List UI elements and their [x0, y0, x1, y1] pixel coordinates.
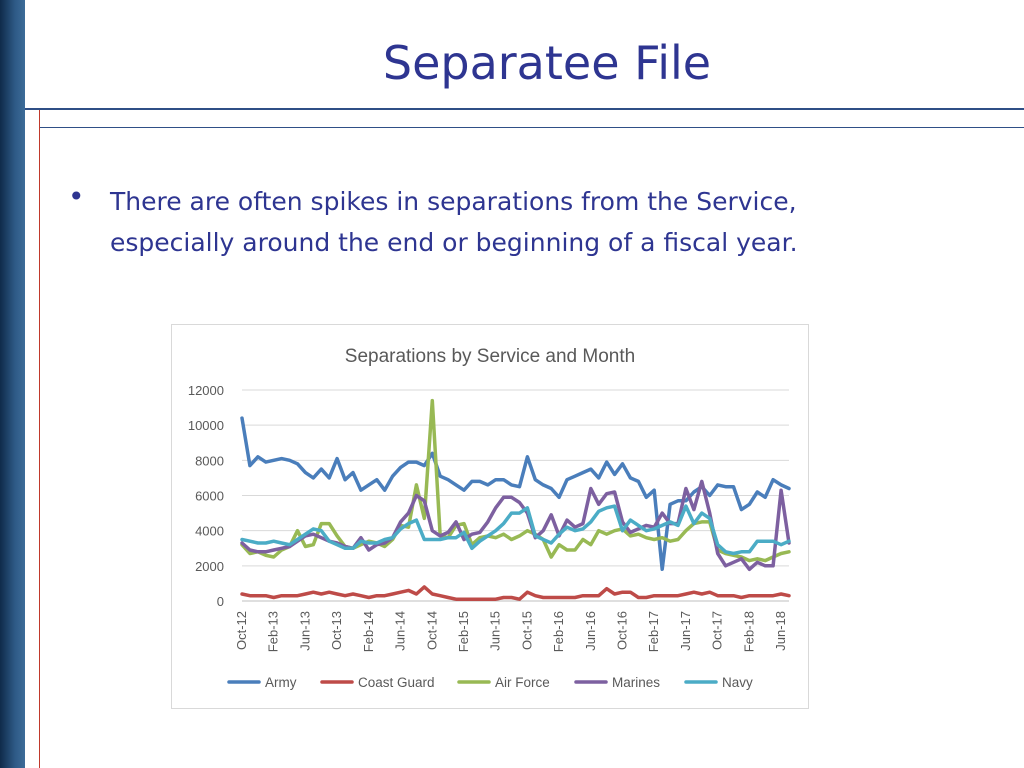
- title-divider: [25, 108, 1024, 110]
- series-line-army: [240, 416, 791, 572]
- y-tick-label: 10000: [188, 418, 224, 433]
- x-tick-label: Feb-16: [551, 611, 566, 652]
- x-tick-label: Jun-15: [488, 611, 503, 651]
- x-tick-label: Feb-15: [456, 611, 471, 652]
- x-tick-label: Oct-12: [234, 611, 249, 650]
- chart-title: Separations by Service and Month: [345, 346, 635, 367]
- x-tick-label: Jun-13: [297, 611, 312, 651]
- legend-label: Marines: [612, 675, 660, 690]
- chart-container: Separations by Service and Month 0 2000 40…: [171, 324, 809, 709]
- y-tick-label: 12000: [188, 383, 224, 398]
- left-margin-line: [39, 110, 40, 768]
- x-tick-label: Oct-13: [329, 611, 344, 650]
- y-tick-label: 4000: [195, 524, 224, 539]
- slide-title: Separatee File: [382, 36, 712, 90]
- x-tick-label: Oct-15: [519, 611, 534, 650]
- legend-label: Air Force: [495, 675, 550, 690]
- x-tick-label: Jun-14: [393, 611, 408, 651]
- series-line-coast-guard: [240, 585, 791, 601]
- x-tick-label: Oct-16: [615, 611, 630, 650]
- side-accent-bar: [0, 0, 25, 768]
- bullet-marker: •: [68, 180, 85, 213]
- x-tick-label: Jun-17: [678, 611, 693, 651]
- x-tick-label: Feb-18: [741, 611, 756, 652]
- line-chart: Separations by Service and Month 0 2000 40…: [188, 346, 791, 690]
- legend-label: Army: [265, 675, 297, 690]
- x-tick-label: Feb-13: [266, 611, 281, 652]
- series-line-navy: [240, 504, 791, 556]
- x-tick-label: Jun-16: [583, 611, 598, 651]
- y-tick-label: 2000: [195, 559, 224, 574]
- series-line-air-force: [240, 398, 791, 563]
- legend-label: Navy: [722, 675, 753, 690]
- content-divider: [40, 127, 1024, 128]
- legend-label: Coast Guard: [358, 675, 435, 690]
- x-tick-label: Feb-14: [361, 611, 376, 652]
- x-tick-label: Feb-17: [646, 611, 661, 652]
- y-tick-label: 0: [217, 594, 224, 609]
- x-tick-label: Oct-14: [424, 611, 439, 650]
- y-tick-label: 6000: [195, 489, 224, 504]
- x-tick-label: Oct-17: [710, 611, 725, 650]
- bullet-text: There are often spikes in separations fr…: [110, 187, 798, 257]
- x-tick-label: Jun-18: [773, 611, 788, 651]
- y-tick-label: 8000: [195, 453, 224, 468]
